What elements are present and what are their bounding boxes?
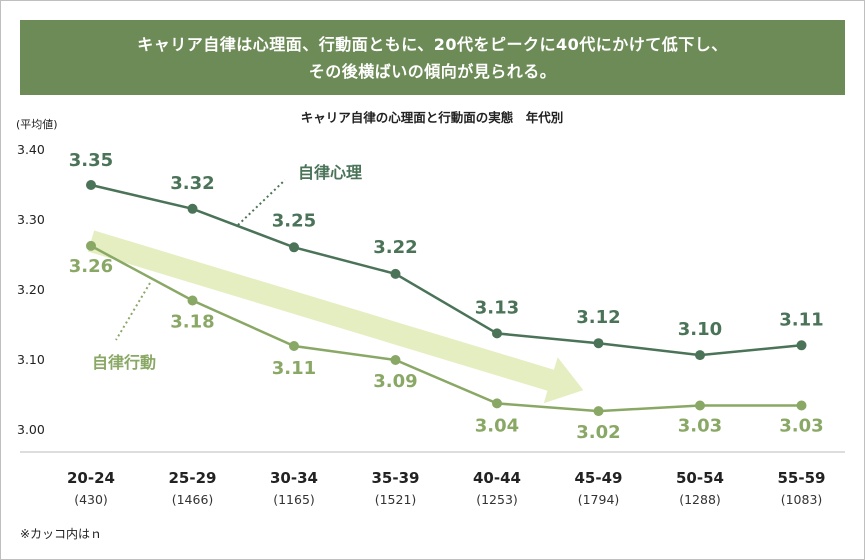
x-tick-label: 25-29 bbox=[169, 469, 217, 487]
headline-line-2: その後横ばいの傾向が見られる。 bbox=[308, 61, 557, 81]
trend-arrow-layer bbox=[87, 230, 584, 404]
x-tick-label: 45-49 bbox=[575, 469, 623, 487]
behavior-leader-line bbox=[115, 282, 151, 341]
y-axis-label: (平均値) bbox=[16, 118, 58, 131]
data-point bbox=[492, 328, 502, 339]
y-tick-label: 3.10 bbox=[17, 352, 45, 367]
series-line-behavior bbox=[90, 244, 802, 413]
headline-line-1: キャリア自律は心理面、行動面ともに、20代をピークに40代にかけて低下し、 bbox=[137, 34, 728, 54]
data-point bbox=[796, 400, 807, 411]
data-label: 3.11 bbox=[272, 358, 316, 379]
series-layer: 3.35 3.32 3.25 3.22 3.13 3.12 3.10 3.11 3.26 3.18… bbox=[69, 150, 824, 443]
data-point bbox=[390, 355, 401, 365]
data-point bbox=[390, 268, 401, 279]
x-tick-label: 40-44 bbox=[473, 469, 521, 487]
x-tick-label: 50-54 bbox=[676, 469, 724, 487]
data-label: 3.10 bbox=[678, 319, 722, 340]
y-axis-ticks: 3.40 3.30 3.20 3.10 3.00 bbox=[17, 142, 45, 437]
chart-title: キャリア自律の心理面と行動面の実態 年代別 bbox=[301, 110, 564, 125]
data-point bbox=[86, 240, 96, 251]
data-label: 3.22 bbox=[373, 237, 417, 258]
x-sample-size: (1288) bbox=[679, 492, 721, 507]
data-point bbox=[86, 180, 96, 190]
data-label: 3.04 bbox=[475, 415, 519, 436]
data-label: 3.18 bbox=[170, 312, 214, 333]
data-point bbox=[289, 341, 299, 351]
data-point bbox=[187, 203, 198, 214]
x-tick-label: 55-59 bbox=[778, 469, 826, 487]
trend-arrow bbox=[87, 230, 584, 404]
y-tick-label: 3.30 bbox=[17, 212, 45, 227]
data-label: 3.09 bbox=[373, 371, 417, 392]
data-label: 3.03 bbox=[678, 416, 722, 437]
x-sample-size: (1521) bbox=[375, 492, 417, 507]
x-sample-size: (430) bbox=[74, 492, 108, 507]
x-sample-size: (1466) bbox=[172, 492, 214, 507]
x-sample-size: (1165) bbox=[273, 492, 315, 507]
y-tick-label: 3.00 bbox=[17, 422, 45, 437]
headline-banner: キャリア自律は心理面、行動面ともに、20代をピークに40代にかけて低下し、 その… bbox=[20, 20, 845, 95]
x-tick-label: 20-24 bbox=[67, 469, 115, 487]
footnote: ※カッコ内はｎ bbox=[20, 527, 102, 541]
data-label: 3.03 bbox=[779, 416, 823, 437]
data-label: 3.25 bbox=[272, 210, 316, 231]
data-point bbox=[492, 398, 502, 409]
x-sample-size: (1794) bbox=[578, 492, 620, 507]
x-tick-label: 35-39 bbox=[372, 469, 420, 487]
data-label: 3.12 bbox=[576, 307, 620, 328]
data-point bbox=[187, 295, 198, 306]
data-label: 3.35 bbox=[69, 150, 113, 171]
psych-leader-line bbox=[237, 179, 286, 226]
series-line-psych bbox=[90, 183, 802, 357]
x-tick-label: 30-34 bbox=[270, 469, 318, 487]
data-label: 3.11 bbox=[779, 309, 823, 330]
data-point bbox=[593, 406, 604, 417]
y-tick-label: 3.20 bbox=[17, 282, 45, 297]
data-label: 3.02 bbox=[576, 422, 620, 443]
series-name-psych: 自律心理 bbox=[298, 163, 362, 182]
data-label: 3.26 bbox=[69, 256, 113, 277]
data-label: 3.32 bbox=[170, 173, 214, 194]
data-point bbox=[796, 340, 807, 351]
x-sample-size: (1083) bbox=[781, 492, 823, 507]
data-point bbox=[695, 400, 705, 411]
data-point bbox=[695, 350, 705, 361]
series-name-behavior: 自律行動 bbox=[92, 353, 156, 372]
y-tick-label: 3.40 bbox=[17, 142, 45, 157]
data-point bbox=[593, 338, 604, 349]
x-axis-ticks: 20-24 (430) 25-29 (1466) 30-34 (1165) 35-39 (15… bbox=[67, 469, 825, 507]
data-label: 3.13 bbox=[475, 297, 519, 318]
data-point bbox=[289, 242, 299, 253]
x-sample-size: (1253) bbox=[476, 492, 518, 507]
